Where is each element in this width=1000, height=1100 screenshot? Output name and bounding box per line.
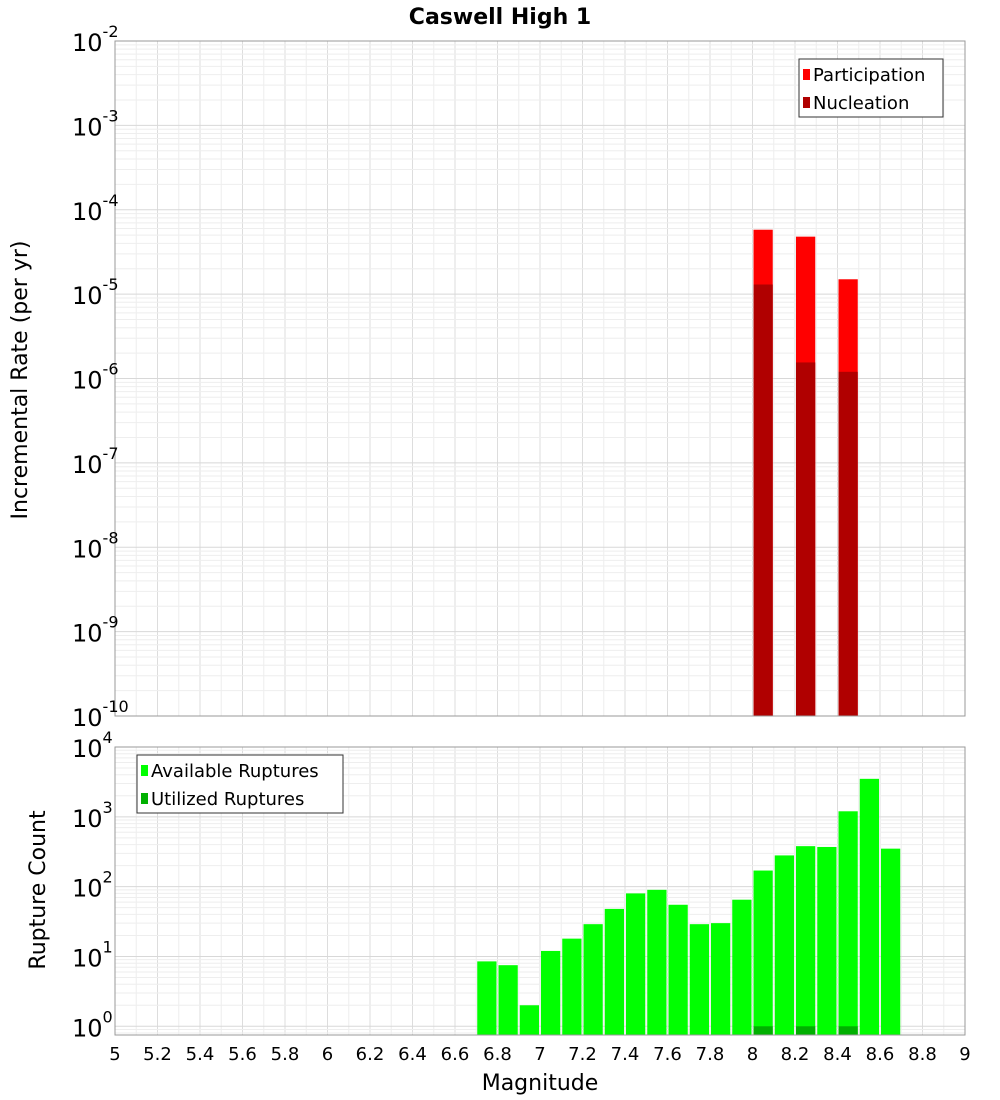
bar-utilized-ruptures [796, 1026, 816, 1035]
legend: Available Ruptures Utilized Ruptures [136, 754, 344, 814]
y-tick-label: 100 [72, 1007, 113, 1042]
y-tick-label: 101 [72, 937, 113, 972]
x-tick-label: 5.2 [143, 1044, 172, 1065]
x-tick-label: 8.6 [866, 1044, 895, 1065]
x-tick-label: 8.8 [908, 1044, 937, 1065]
x-tick-label: 6.6 [441, 1044, 470, 1065]
chart-title: Caswell High 1 [409, 5, 591, 30]
bar-available-ruptures [859, 778, 879, 1035]
bottom-y-axis-label: Rupture Count [26, 810, 51, 970]
bar-available-ruptures [604, 908, 624, 1035]
x-tick-label: 8.4 [823, 1044, 852, 1065]
bar-available-ruptures [689, 924, 709, 1035]
bar-available-ruptures [796, 846, 816, 1035]
y-tick-label: 10-2 [72, 22, 119, 57]
top-panel: 10-10 10-9 10-8 10-7 10-6 10-5 10-4 10-3 10-2 Par… [72, 22, 966, 732]
legend-swatch [141, 793, 148, 804]
y-tick-label: 10-9 [72, 613, 119, 648]
bar-available-ruptures [647, 889, 667, 1035]
x-tick-label: 5.8 [271, 1044, 300, 1065]
x-tick-label: 7.6 [653, 1044, 682, 1065]
bar-available-ruptures [711, 923, 731, 1035]
plot-frame [114, 40, 966, 717]
bar-available-ruptures [541, 950, 561, 1035]
bar-available-ruptures [626, 893, 646, 1035]
bar-nucleation [838, 371, 858, 716]
x-tick-label: 9 [959, 1044, 970, 1065]
y-tick-labels: 100 101 102 103 104 [72, 728, 113, 1042]
y-tick-label: 10-6 [72, 360, 119, 395]
y-tick-label: 10-3 [72, 106, 119, 141]
y-tick-label: 10-4 [72, 191, 119, 226]
bar-available-ruptures [477, 961, 497, 1035]
bar-available-ruptures [519, 1005, 539, 1035]
x-tick-label: 8 [747, 1044, 758, 1065]
legend: Participation Nucleation [798, 58, 944, 118]
x-tick-label: 6.4 [398, 1044, 427, 1065]
plot-frame [114, 746, 966, 1036]
bars [753, 229, 858, 717]
gridlines [114, 41, 966, 717]
bar-available-ruptures [583, 924, 603, 1035]
bar-available-ruptures [753, 870, 773, 1035]
bottom-panel: 100 101 102 103 104 5 5.2 5.4 5.6 5.8 6 6.2 6.4 6.6 6.… [72, 728, 971, 1065]
legend-entry: Participation [813, 65, 925, 86]
legend-box [798, 58, 944, 118]
x-tick-label: 6.2 [356, 1044, 385, 1065]
x-tick-label: 7.8 [696, 1044, 725, 1065]
bar-available-ruptures [732, 899, 752, 1035]
x-tick-label: 7.4 [611, 1044, 640, 1065]
x-tick-labels: 5 5.2 5.4 5.6 5.8 6 6.2 6.4 6.6 6.8 7 7.2 7.4 7.6 7.8 8… [109, 1044, 970, 1065]
y-tick-label: 103 [72, 798, 113, 833]
x-tick-label: 6 [322, 1044, 333, 1065]
x-tick-label: 6.8 [483, 1044, 512, 1065]
y-tick-labels: 10-10 10-9 10-8 10-7 10-6 10-5 10-4 10-3 10-2 [72, 22, 129, 732]
bar-available-ruptures [562, 938, 582, 1035]
x-tick-label: 5.6 [228, 1044, 257, 1065]
bar-available-ruptures [817, 846, 837, 1035]
x-axis-label: Magnitude [482, 1071, 599, 1096]
bar-nucleation [796, 362, 816, 716]
bar-utilized-ruptures [838, 1026, 858, 1035]
x-tick-label: 5.4 [186, 1044, 215, 1065]
x-tick-label: 7.2 [568, 1044, 597, 1065]
legend-entry: Utilized Ruptures [151, 789, 304, 810]
x-tick-label: 8.2 [781, 1044, 810, 1065]
legend-swatch [803, 69, 810, 80]
bar-available-ruptures [774, 855, 794, 1035]
bar-available-ruptures [498, 965, 518, 1035]
x-tick-label: 7 [534, 1044, 545, 1065]
y-tick-label: 10-7 [72, 444, 119, 479]
bar-available-ruptures [881, 848, 901, 1035]
y-tick-label: 102 [72, 868, 113, 903]
bars [477, 778, 901, 1035]
y-tick-label: 10-5 [72, 275, 119, 310]
bar-nucleation [753, 284, 773, 716]
legend-swatch [141, 765, 148, 776]
bar-utilized-ruptures [753, 1026, 773, 1035]
x-tick-label: 5 [109, 1044, 120, 1065]
legend-entry: Nucleation [813, 93, 909, 114]
legend-box [136, 754, 344, 814]
legend-entry: Available Ruptures [151, 761, 319, 782]
legend-swatch [803, 97, 810, 108]
y-tick-label: 10-8 [72, 528, 119, 563]
bar-available-ruptures [838, 811, 858, 1035]
y-tick-label: 104 [72, 728, 113, 763]
y-tick-label: 10-10 [72, 697, 129, 732]
bar-available-ruptures [668, 904, 688, 1035]
top-y-axis-label: Incremental Rate (per yr) [8, 241, 33, 520]
